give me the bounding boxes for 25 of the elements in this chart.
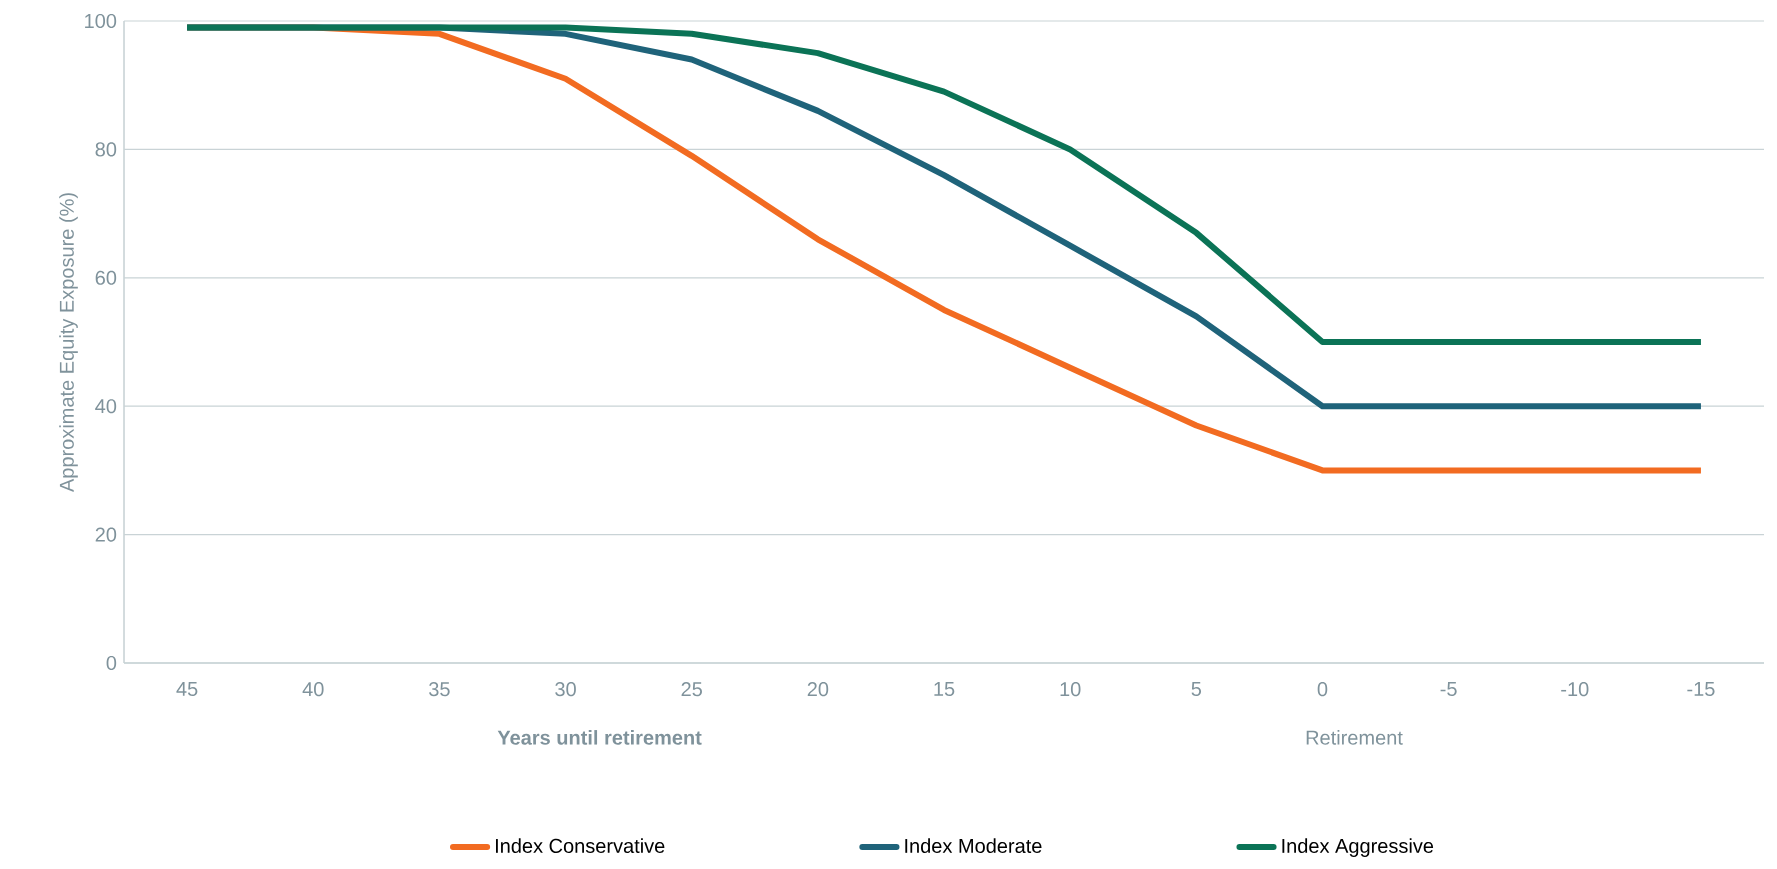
x-tick-label: -5 bbox=[1440, 682, 1457, 697]
y-tick-label: 60 bbox=[95, 270, 117, 285]
y-axis-title: Approximate Equity Exposure (%) bbox=[59, 193, 78, 493]
x-tick-label: 45 bbox=[176, 682, 198, 697]
legend-label: Index Moderate bbox=[905, 838, 1042, 853]
y-tick-label: 80 bbox=[95, 142, 117, 157]
x-tick-label: 35 bbox=[429, 682, 450, 697]
x-tick-label: 25 bbox=[681, 682, 702, 697]
y-tick-label: 20 bbox=[95, 527, 117, 542]
x-tick-label: 5 bbox=[1191, 682, 1202, 697]
x-axis-title: Years until retirement bbox=[497, 730, 702, 745]
text: Retirement bbox=[1306, 730, 1403, 745]
x-tick-label: -15 bbox=[1687, 682, 1715, 697]
x-tick-label: 30 bbox=[555, 682, 576, 697]
y-tick-label: 0 bbox=[106, 655, 117, 671]
x-tick-label: 15 bbox=[934, 682, 955, 697]
x-tick-label: -10 bbox=[1561, 682, 1589, 697]
x-tick-label: 0 bbox=[1317, 682, 1328, 697]
legend-label: Index Aggressive bbox=[1282, 838, 1434, 857]
x-tick-label: 20 bbox=[807, 682, 829, 697]
y-tick-label: 40 bbox=[95, 399, 117, 414]
x-tick-label: 40 bbox=[302, 682, 324, 697]
x-tick-label: 10 bbox=[1060, 682, 1081, 697]
y-tick-label: 100 bbox=[85, 13, 117, 29]
legend-label: Index Conservative bbox=[495, 838, 665, 853]
